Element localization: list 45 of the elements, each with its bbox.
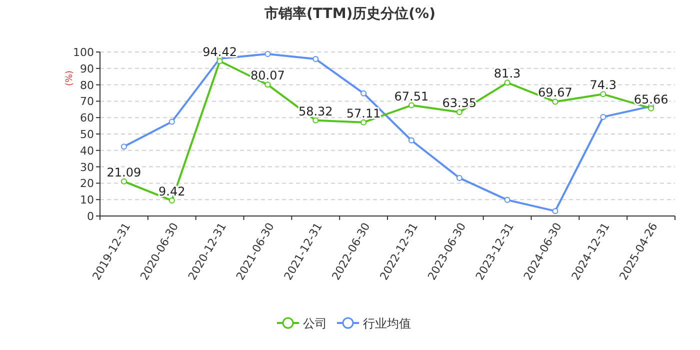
- y-tick-label: 50: [80, 128, 94, 141]
- point: [264, 50, 271, 57]
- point: [456, 174, 462, 181]
- point: [360, 119, 367, 126]
- legend-label: 公司: [303, 316, 327, 330]
- y-tick-label: 40: [80, 144, 94, 158]
- text: 67.51: [394, 89, 429, 104]
- y-tick-label: 100: [73, 46, 94, 59]
- text: 94.42: [202, 45, 237, 60]
- legend-label: 行业均值: [363, 316, 411, 330]
- y-axis-title: (%): [65, 70, 75, 86]
- point: [264, 82, 271, 88]
- text: 57.11: [346, 106, 381, 120]
- y-tick-label: 80: [80, 78, 94, 92]
- text: 74.3: [590, 78, 616, 92]
- point: [552, 208, 558, 214]
- text: 21.09: [106, 165, 142, 180]
- text: 65.66: [634, 92, 668, 106]
- y-tick-label: 20: [80, 177, 94, 190]
- point: [216, 58, 223, 64]
- point: [408, 137, 414, 144]
- point: [360, 90, 367, 96]
- y-tick-label: 70: [80, 95, 94, 108]
- chart-title: 市销率(TTM)历史分位(%): [264, 5, 436, 22]
- point: [168, 118, 175, 125]
- point: [168, 198, 175, 204]
- y-tick-label: 30: [80, 160, 94, 174]
- point: [600, 91, 606, 98]
- y-tick-label: 90: [80, 62, 94, 76]
- text: 81.3: [494, 66, 521, 81]
- point: [504, 196, 510, 203]
- text: 69.67: [538, 86, 572, 100]
- point: [600, 114, 606, 120]
- point: [120, 144, 127, 150]
- point: [312, 56, 319, 62]
- point: [456, 109, 462, 116]
- point: [552, 98, 558, 105]
- point: [504, 80, 510, 86]
- point: [312, 117, 319, 124]
- text: 80.07: [250, 68, 285, 83]
- point: [120, 178, 127, 184]
- y-tick-label: 0: [87, 210, 94, 223]
- y-tick-label: 60: [80, 112, 94, 125]
- point: [408, 102, 414, 108]
- y-tick-label: 10: [80, 194, 94, 207]
